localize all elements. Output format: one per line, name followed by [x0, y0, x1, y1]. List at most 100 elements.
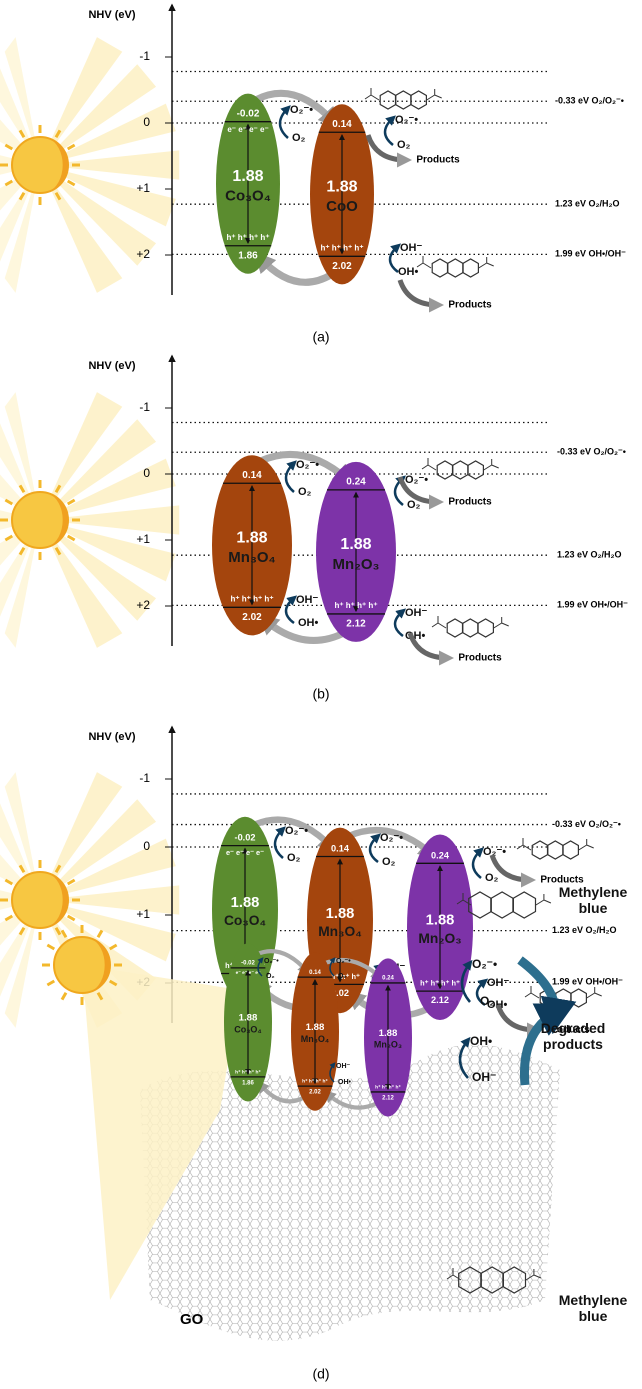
methylene-blue: [447, 619, 493, 637]
material-name: Mn₂O₃: [333, 556, 380, 573]
tick-label: 0: [143, 115, 150, 129]
species: O₂⁻•: [264, 958, 279, 965]
level-label: 1.23 eV O₂/H₂O: [557, 550, 622, 560]
electrons: e⁻ e⁻ e⁻ e⁻: [226, 848, 264, 857]
material-name: Mn₂O₃: [418, 931, 461, 946]
holes: h⁺ h⁺ h⁺ h⁺: [375, 1084, 401, 1090]
band-gap: 1.88: [232, 168, 263, 185]
molecule-ring: [432, 259, 448, 277]
band-gap: 1.88: [239, 1013, 258, 1024]
species: O₂⁻•: [290, 104, 313, 116]
material-name: Co₃O₄: [234, 1025, 261, 1035]
cb-value: 0.14: [242, 470, 262, 481]
vb-value: 1.86: [238, 250, 258, 261]
panel-label: (b): [312, 686, 329, 702]
species: O₂⁻•: [405, 474, 428, 486]
molecule-ring: [396, 91, 412, 109]
methyl-groups: [432, 616, 509, 628]
molecule-ring: [448, 259, 464, 277]
dye-label: Methylene blue: [548, 884, 638, 916]
products-label: Products: [448, 300, 492, 311]
species: OH⁻: [400, 242, 423, 254]
level-label: -0.33 eV O₂/O₂⁻•: [552, 819, 621, 829]
band-gap: 1.88: [231, 895, 260, 911]
material-name: Mn₃O₄: [318, 924, 362, 939]
axis-title: NHV (eV): [88, 360, 135, 372]
tick-label: +1: [136, 532, 150, 546]
species: O₂: [338, 973, 347, 980]
species: O₂: [382, 856, 396, 868]
level-label: 1.99 eV OH•/OH⁻: [557, 600, 628, 610]
holes: h⁺ h⁺ h⁺ h⁺: [320, 243, 363, 252]
molecule-ring: [571, 989, 587, 1007]
methylene-blue: [532, 841, 578, 859]
cb-value: 0.24: [346, 476, 366, 487]
methyl-groups: [417, 256, 494, 268]
products-label: Products: [448, 497, 492, 508]
species: O₂⁻•: [380, 832, 403, 844]
cb-value: 0.24: [382, 976, 394, 982]
sun-spike: [47, 981, 54, 985]
tick-label: +1: [136, 907, 150, 921]
holes: h⁺ h⁺ h⁺ h⁺: [230, 594, 273, 603]
species: O₂: [480, 994, 495, 1008]
material-name: Mn₂O₃: [374, 1040, 402, 1050]
level-label: 1.23 eV O₂/H₂O: [552, 925, 617, 935]
molecule-ring: [513, 892, 536, 918]
holes: h⁺ h⁺ h⁺ h⁺: [226, 233, 269, 242]
electrons: e⁻ e⁻ e⁻ e⁻: [236, 971, 261, 976]
cb-value: 0.14: [332, 119, 352, 130]
cb-value: -0.02: [235, 833, 256, 843]
result-label: Degraded products: [528, 1020, 618, 1052]
species: O₂⁻•: [285, 825, 308, 837]
methylene-blue: [469, 892, 536, 918]
species: O₂: [292, 132, 306, 144]
dye-label: Methylene blue: [548, 1292, 638, 1324]
species: O₂⁻•: [336, 958, 351, 965]
page: NHV (eV)-10+1+2-0.33 eV O₂/O₂⁻•1.23 eV O…: [0, 0, 642, 1389]
species: OH•: [398, 266, 419, 278]
molecule-ring: [548, 841, 564, 859]
molecule-ring: [468, 461, 484, 479]
tick-label: -1: [139, 49, 150, 63]
species: OH•: [338, 1079, 352, 1086]
cb-value: 0.14: [331, 844, 350, 854]
products-label: Products: [458, 653, 502, 664]
vb-value: 2.02: [242, 612, 262, 623]
band-gap: 1.88: [326, 906, 355, 922]
species: O₂: [397, 139, 411, 151]
reaction-arrow: [385, 118, 393, 145]
axis-title: NHV (eV): [88, 9, 135, 21]
tick-label: -1: [139, 400, 150, 414]
cb-value: 0.24: [431, 850, 450, 860]
band-gap: 1.88: [306, 1022, 325, 1033]
molecule-ring: [380, 91, 396, 109]
methyl-groups: [422, 458, 499, 470]
molecule-ring: [437, 461, 453, 479]
molecule-ring: [463, 259, 479, 277]
species: OH⁻: [405, 607, 428, 619]
methyl-groups: [525, 986, 602, 998]
species: O₂: [287, 852, 301, 864]
band-gap: 1.88: [236, 529, 267, 546]
reaction-arrow: [395, 611, 403, 636]
molecule-ring: [463, 619, 479, 637]
cb-value: -0.02: [237, 108, 260, 119]
panel-label: (a): [312, 329, 329, 345]
level-label: -0.33 eV O₂/O₂⁻•: [557, 447, 626, 457]
species: O₂⁻•: [395, 114, 418, 126]
species: O₂: [298, 486, 312, 498]
material-name: Co₃O₄: [224, 913, 266, 928]
support-label: GO: [180, 1311, 204, 1328]
methylene-blue: [437, 461, 483, 479]
level-label: -0.33 eV O₂/O₂⁻•: [555, 96, 624, 106]
molecule-ring: [411, 91, 427, 109]
methylene-blue: [380, 91, 426, 109]
electrons: e⁻ e⁻ e⁻ e⁻: [227, 125, 268, 134]
reaction-arrow: [370, 836, 378, 862]
band-gap: 1.88: [340, 536, 371, 553]
methyl-groups: [365, 88, 442, 100]
tick-label: -1: [139, 771, 150, 785]
species: OH⁻: [487, 977, 510, 989]
vb-value: 2.12: [346, 619, 366, 630]
